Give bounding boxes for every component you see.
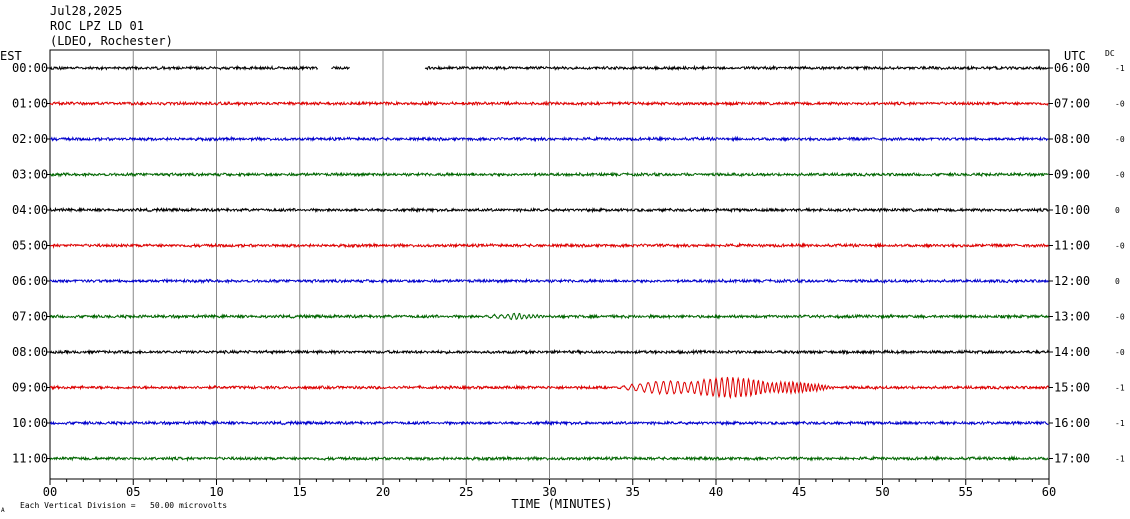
utc-hour-label: 13:00 — [1054, 310, 1090, 324]
utc-hour-label: 07:00 — [1054, 97, 1090, 111]
dc-offset-label: -1 — [1115, 419, 1125, 428]
trace-row — [49, 206, 1049, 214]
x-tick-label: 20 — [376, 485, 390, 499]
seismic-traces — [49, 64, 1049, 463]
x-tick-label: 40 — [709, 485, 723, 499]
trace-row — [49, 242, 1049, 250]
trace-row — [49, 64, 1049, 72]
est-hour-label: 01:00 — [12, 97, 48, 111]
utc-hour-label: 09:00 — [1054, 168, 1090, 182]
est-hour-label: 10:00 — [12, 416, 48, 430]
x-tick-label: 60 — [1042, 485, 1056, 499]
est-hour-label: 04:00 — [12, 203, 48, 217]
trace-row — [49, 135, 1049, 143]
x-tick-label: 35 — [626, 485, 640, 499]
x-tick-label: 05 — [126, 485, 140, 499]
x-tick-label: 15 — [293, 485, 307, 499]
corner-mark: A — [1, 507, 5, 514]
est-hour-label: 05:00 — [12, 239, 48, 253]
utc-hour-label: 12:00 — [1054, 274, 1090, 288]
trace-row — [49, 171, 1049, 178]
est-hour-label: 07:00 — [12, 310, 48, 324]
network-name: (LDEO, Rochester) — [50, 34, 173, 48]
trace-row — [49, 376, 1049, 400]
station-name: ROC LPZ LD 01 — [50, 19, 144, 33]
x-tick-label: 00 — [43, 485, 57, 499]
x-tick-label: 50 — [875, 485, 889, 499]
utc-hour-label: 06:00 — [1054, 61, 1090, 75]
utc-hour-label: 15:00 — [1054, 381, 1090, 395]
utc-hour-label: 10:00 — [1054, 203, 1090, 217]
est-hour-label: 03:00 — [12, 168, 48, 182]
est-hour-label: 11:00 — [12, 452, 48, 466]
x-tick-label: 25 — [459, 485, 473, 499]
x-tick-label: 30 — [542, 485, 556, 499]
trace-row — [49, 455, 1049, 463]
x-tick-label: 45 — [792, 485, 806, 499]
dc-offset-label: -0 — [1115, 135, 1125, 144]
dc-label: DC — [1105, 49, 1115, 58]
dc-offset-label: -0 — [1115, 348, 1125, 357]
x-tick-label: 10 — [209, 485, 223, 499]
left-axis-label: EST — [0, 49, 22, 63]
est-hour-label: 08:00 — [12, 345, 48, 359]
est-hour-label: 09:00 — [12, 381, 48, 395]
est-hour-label: 06:00 — [12, 274, 48, 288]
trace-row — [49, 419, 1049, 427]
scale-note: Each Vertical Division = 50.00 microvolt… — [20, 501, 227, 510]
trace-row — [49, 312, 1049, 321]
utc-hour-label: 17:00 — [1054, 452, 1090, 466]
dc-offset-label: -0 — [1115, 171, 1125, 180]
est-hour-label: 00:00 — [12, 61, 48, 75]
trace-row — [49, 100, 1049, 108]
utc-hour-label: 11:00 — [1054, 239, 1090, 253]
dc-offset-label: -0 — [1115, 242, 1125, 251]
trace-row — [49, 348, 1049, 356]
x-axis-title: TIME (MINUTES) — [511, 497, 612, 511]
dc-offset-label: -1 — [1115, 384, 1125, 393]
dc-offset-label: -0 — [1115, 313, 1125, 322]
utc-hour-label: 14:00 — [1054, 345, 1090, 359]
utc-hour-label: 16:00 — [1054, 416, 1090, 430]
dc-offset-label: -1 — [1115, 64, 1125, 73]
dc-offset-label: 0 — [1115, 277, 1120, 286]
right-axis-label: UTC — [1064, 49, 1086, 63]
plot-date: Jul28,2025 — [50, 4, 123, 18]
est-hour-label: 02:00 — [12, 132, 48, 146]
utc-hour-label: 08:00 — [1054, 132, 1090, 146]
dc-offset-label: 0 — [1115, 206, 1120, 215]
dc-offset-label: -0 — [1115, 100, 1125, 109]
dc-offset-label: -1 — [1115, 455, 1125, 464]
x-tick-label: 55 — [959, 485, 973, 499]
time-grid — [46, 49, 1053, 485]
trace-row — [49, 277, 1049, 285]
